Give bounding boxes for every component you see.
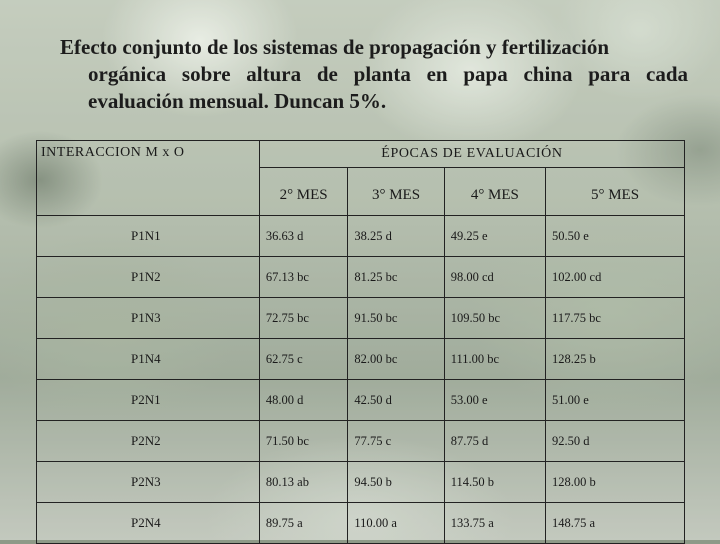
table-cell: 42.50 d [347, 379, 445, 421]
table-cell: 148.75 a [545, 502, 685, 544]
table-cell: 71.50 bc [258, 420, 349, 462]
row-label: P2N1 [36, 379, 260, 421]
title-line-3: evaluación mensual. Duncan 5%. [88, 89, 387, 113]
table-row: P2N4 89.75 a 110.00 a 133.75 a 148.75 a [36, 502, 685, 544]
table-header-row: INTERACCION M x O ÉPOCAS DE EVALUACIÓN [36, 140, 686, 216]
title-line-1: Efecto conjunto de los sistemas de propa… [60, 35, 610, 59]
table-cell: 50.50 e [545, 215, 685, 257]
row-label: P1N4 [36, 338, 260, 380]
table-cell: 117.75 bc [545, 297, 685, 339]
table-cell: 89.75 a [258, 502, 349, 544]
row-label: P2N2 [36, 420, 260, 462]
column-header: 5° MES [545, 167, 685, 216]
table-row: P1N1 36.63 d 38.25 d 49.25 e 50.50 e [36, 215, 685, 257]
table-cell: 36.63 d [258, 215, 349, 257]
corner-header: INTERACCION M x O [36, 140, 260, 216]
table-subheader-row: 2° MES 3° MES 4° MES 5° MES [37, 167, 685, 216]
table-cell: 92.50 d [545, 420, 685, 462]
table-cell: 91.50 bc [347, 297, 445, 339]
row-label: P1N2 [36, 256, 260, 298]
table-row: P1N3 72.75 bc 91.50 bc 109.50 bc 117.75 … [36, 297, 685, 339]
table-cell: 72.75 bc [258, 297, 349, 339]
table-cell: 111.00 bc [443, 338, 547, 380]
table-cell: 110.00 a [347, 502, 445, 544]
column-header: 3° MES [347, 167, 445, 216]
table-cell: 53.00 e [443, 379, 547, 421]
table-cell: 109.50 bc [443, 297, 547, 339]
table-row: P2N1 48.00 d 42.50 d 53.00 e 51.00 e [36, 379, 685, 421]
table-cell: 62.75 c [258, 338, 349, 380]
column-header: 4° MES [443, 167, 547, 216]
table-cell: 114.50 b [443, 461, 547, 503]
group-header: ÉPOCAS DE EVALUACIÓN [258, 140, 686, 168]
table-cell: 77.75 c [347, 420, 445, 462]
table-row: P1N4 62.75 c 82.00 bc 111.00 bc 128.25 b [36, 338, 685, 380]
table-cell: 94.50 b [347, 461, 445, 503]
table-row: P1N2 67.13 bc 81.25 bc 98.00 cd 102.00 c… [36, 256, 685, 298]
row-label: P1N1 [36, 215, 260, 257]
row-label: P2N3 [36, 461, 260, 503]
table-cell: 133.75 a [443, 502, 547, 544]
table-cell: 98.00 cd [443, 256, 547, 298]
row-label: P1N3 [36, 297, 260, 339]
results-table: INTERACCION M x O ÉPOCAS DE EVALUACIÓN 2… [36, 140, 686, 544]
table-cell: 128.25 b [545, 338, 685, 380]
table-cell: 80.13 ab [258, 461, 349, 503]
slide-title: Efecto conjunto de los sistemas de propa… [60, 34, 688, 115]
table-cell: 128.00 b [545, 461, 685, 503]
table-cell: 82.00 bc [347, 338, 445, 380]
title-line-2: orgánica sobre altura de planta en papa … [88, 62, 688, 86]
table-cell: 38.25 d [347, 215, 445, 257]
table-cell: 87.75 d [443, 420, 547, 462]
table-cell: 81.25 bc [347, 256, 445, 298]
table-cell: 48.00 d [258, 379, 349, 421]
table-cell: 67.13 bc [258, 256, 349, 298]
row-label: P2N4 [36, 502, 260, 544]
table-cell: 51.00 e [545, 379, 685, 421]
table-cell: 102.00 cd [545, 256, 685, 298]
table-cell: 49.25 e [443, 215, 547, 257]
table-row: P2N2 71.50 bc 77.75 c 87.75 d 92.50 d [36, 420, 685, 462]
column-header: 2° MES [258, 167, 349, 216]
table-row: P2N3 80.13 ab 94.50 b 114.50 b 128.00 b [36, 461, 685, 503]
